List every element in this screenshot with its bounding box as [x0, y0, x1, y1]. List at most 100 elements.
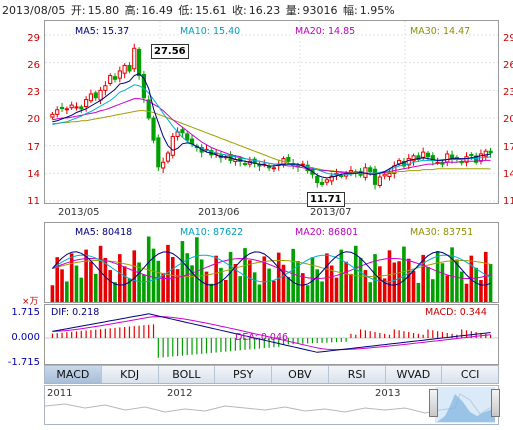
volume-bar [483, 251, 488, 302]
volume-bar [296, 260, 300, 302]
candle-body [469, 154, 474, 157]
candle-body [445, 153, 450, 163]
volume-bar [228, 251, 233, 302]
candle-body [449, 154, 455, 160]
ma20-line [52, 98, 491, 174]
volume-bar [166, 244, 170, 302]
candle-body [416, 155, 421, 161]
volume-bar [243, 248, 247, 302]
volume-bar [421, 254, 425, 302]
volume-bar [286, 276, 291, 302]
close-label: 收: [232, 4, 247, 17]
candle-body [112, 76, 118, 80]
volume-bar [455, 259, 459, 302]
candle-body [146, 99, 151, 119]
candle-body [382, 173, 387, 177]
volume-bar [55, 257, 60, 302]
tab-rsi[interactable]: RSI [329, 366, 386, 383]
volume-bar [98, 245, 103, 302]
volume-bar [363, 270, 368, 302]
ma5-legend: MA5: 15.37 [75, 26, 130, 37]
volume-bar [161, 272, 165, 302]
candle-body [108, 75, 113, 85]
nav-year: 2012 [167, 388, 193, 399]
candle-body [180, 129, 185, 134]
price-ytick-right: 17 [503, 142, 513, 153]
volume-bar [382, 278, 387, 302]
macd-panel[interactable]: DIF: 0.218 DEA: 0.046 MACD: 0.344 [44, 304, 499, 365]
price-chart [45, 21, 498, 203]
candle-body [483, 150, 488, 157]
price-ytick-right: 23 [503, 87, 513, 98]
volume-bar [329, 265, 334, 302]
volume-bar [411, 270, 416, 302]
volume-bar [459, 271, 464, 302]
candle-body [464, 156, 469, 163]
change-value: 1.95% [359, 4, 395, 17]
tab-psy[interactable]: PSY [215, 366, 272, 383]
tab-kdj[interactable]: KDJ [102, 366, 159, 383]
volume-bar [175, 269, 180, 302]
volume-bar [416, 282, 421, 302]
price-ytick-left: 26 [27, 60, 40, 71]
time-navigator[interactable]: 2011 2012 2013 [44, 385, 500, 425]
candle-body [266, 165, 272, 169]
vol-ma10-line [52, 254, 491, 283]
price-panel[interactable]: MA5: 15.37 MA10: 15.40 MA20: 14.85 MA30:… [44, 20, 499, 207]
candle-body [64, 108, 69, 111]
range-handle-left[interactable] [429, 389, 438, 417]
price-ytick-left: 29 [27, 33, 40, 44]
candle-body [324, 179, 329, 183]
price-ytick-left: 17 [27, 142, 40, 153]
candle-body [411, 155, 416, 162]
volume-bar [257, 284, 262, 302]
tab-cci[interactable]: CCI [460, 368, 480, 381]
vol-ma5-legend: MA5: 80418 [75, 227, 133, 238]
candle-body [372, 168, 378, 185]
candle-body [117, 70, 122, 79]
vol-ma20-legend: MA20: 86801 [295, 227, 359, 238]
tab-boll[interactable]: BOLL [159, 366, 216, 383]
volume-bar [392, 262, 397, 302]
ma10-line [52, 84, 491, 175]
open-label: 开: [70, 4, 86, 17]
price-ytick-right: 11 [503, 196, 513, 207]
volume-bar [252, 272, 257, 302]
volume-panel[interactable]: MA5: 80418 MA10: 87622 MA20: 86801 MA30:… [44, 222, 499, 303]
volume-bar [156, 260, 161, 302]
ma20-legend: MA20: 14.85 [295, 26, 356, 37]
volume-bar [431, 279, 435, 302]
volume-bar [219, 267, 223, 302]
tab-obv[interactable]: OBV [272, 366, 329, 383]
volume-bar [445, 275, 450, 302]
volume-bar [349, 273, 353, 302]
candle-body [348, 170, 354, 173]
price-ytick-right: 20 [503, 114, 513, 125]
candle-body [59, 106, 65, 109]
candle-body [406, 158, 411, 166]
volume-bar [195, 237, 199, 302]
low-callout: 11.71 [307, 192, 345, 207]
volume-bar [190, 265, 194, 302]
volume-bar [378, 266, 382, 302]
candle-body [132, 47, 137, 70]
volume-bar [151, 248, 156, 302]
candle-body [74, 106, 79, 109]
candle-body [377, 176, 382, 187]
volume-bar [93, 273, 98, 302]
volume-bar [315, 269, 320, 302]
candle-body [170, 135, 175, 156]
volume-bar [464, 283, 469, 302]
candle-body [165, 152, 171, 162]
ma10-legend: MA10: 15.40 [180, 26, 241, 37]
macd-chart [45, 313, 498, 358]
volume-bar [69, 253, 74, 302]
candle-body [488, 150, 493, 154]
tab-macd[interactable]: MACD [45, 366, 102, 383]
vol-ma20-line [52, 257, 491, 280]
tab-wvad[interactable]: WVAD [386, 366, 443, 383]
range-handle-right[interactable] [491, 389, 500, 417]
candle-body [127, 64, 132, 72]
close-value: 16.23 [248, 4, 281, 17]
candle-body [98, 89, 103, 101]
